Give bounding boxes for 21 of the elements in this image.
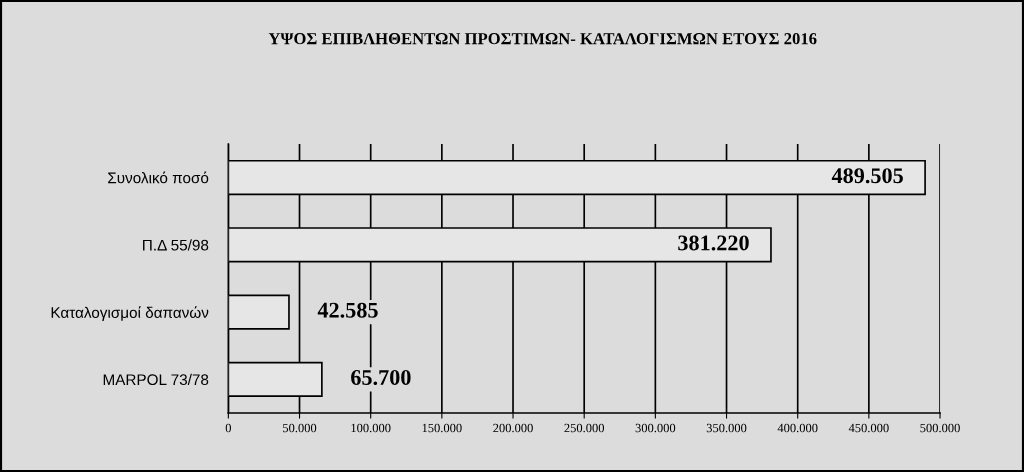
x-tick-label: 50.000: [283, 423, 317, 433]
x-tick-label: 300.000: [635, 423, 676, 433]
x-tick-label: 350.000: [706, 423, 747, 433]
x-tick-label: 450.000: [848, 423, 889, 433]
x-tick-label: 200.000: [493, 423, 533, 433]
x-tick-label: 100.000: [351, 423, 391, 433]
data-label: 489.505: [831, 168, 903, 184]
x-tick-label: 500.000: [920, 423, 960, 433]
y-tick-label: Καταλογισμοί δαπανών: [51, 306, 209, 322]
y-tick-label: Συνολικό ποσό: [108, 171, 209, 184]
x-tick-label: 150.000: [422, 423, 462, 433]
y-tick-label: Π.Δ 55/98: [143, 239, 209, 251]
x-tick-label: 400.000: [777, 423, 818, 433]
data-label: 42.585: [317, 302, 378, 318]
data-label: 381.220: [678, 235, 749, 251]
bar: [228, 294, 290, 330]
chart-title: ΥΨΟΣ ΕΠΙΒΛΗΘΕΝΤΩΝ ΠΡΟΣΤΙΜΩΝ- ΚΑΤΑΛΟΓΙΣΜΩΝ ΕΤΟΥΣ 2016: [268, 33, 817, 45]
x-tick-label: 250.000: [564, 423, 605, 433]
y-tick-label: MARPOL 73/78: [103, 373, 209, 386]
data-label: 65.700: [351, 369, 411, 386]
x-tick-label: 0: [225, 423, 231, 433]
